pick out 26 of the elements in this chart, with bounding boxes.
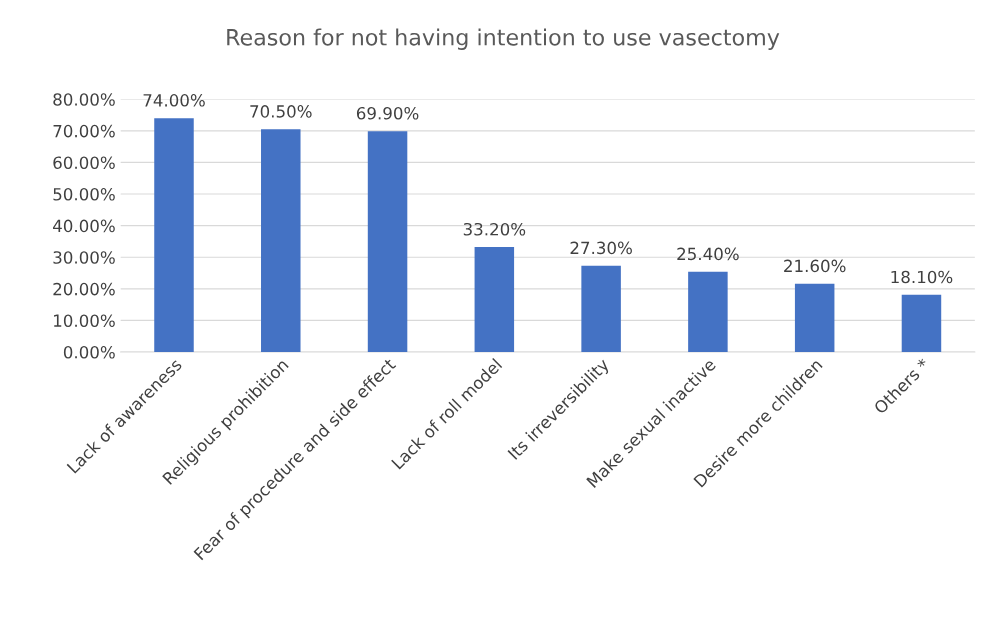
y-tick-label: 0.00% (63, 345, 115, 359)
data-label: 74.00% (143, 94, 205, 107)
chart-title: Reason for not having intention to use vasectomy (227, 28, 780, 50)
y-tick-label: 30.00% (53, 251, 115, 264)
data-label: 25.40% (677, 247, 739, 261)
data-label: 69.90% (356, 106, 419, 120)
data-label: 70.50% (250, 105, 312, 118)
bar (261, 129, 301, 353)
data-label: 27.30% (570, 241, 632, 255)
bar (688, 271, 728, 353)
data-label: 21.60% (784, 259, 846, 273)
bar (474, 247, 515, 353)
y-tick-label: 80.00% (53, 93, 115, 106)
data-label: 18.10% (891, 270, 953, 284)
bar (794, 283, 835, 353)
y-tick-label: 20.00% (53, 282, 115, 296)
y-tick-label: 70.00% (53, 124, 115, 138)
bar (901, 294, 942, 353)
y-tick-label: 50.00% (53, 187, 115, 201)
bar (581, 265, 621, 353)
y-tick-label: 40.00% (53, 219, 115, 233)
y-tick-label: 10.00% (54, 314, 115, 327)
data-label: 33.20% (463, 222, 526, 236)
bar (367, 131, 408, 353)
bar (154, 118, 194, 353)
y-tick-label: 60.00% (53, 156, 115, 169)
